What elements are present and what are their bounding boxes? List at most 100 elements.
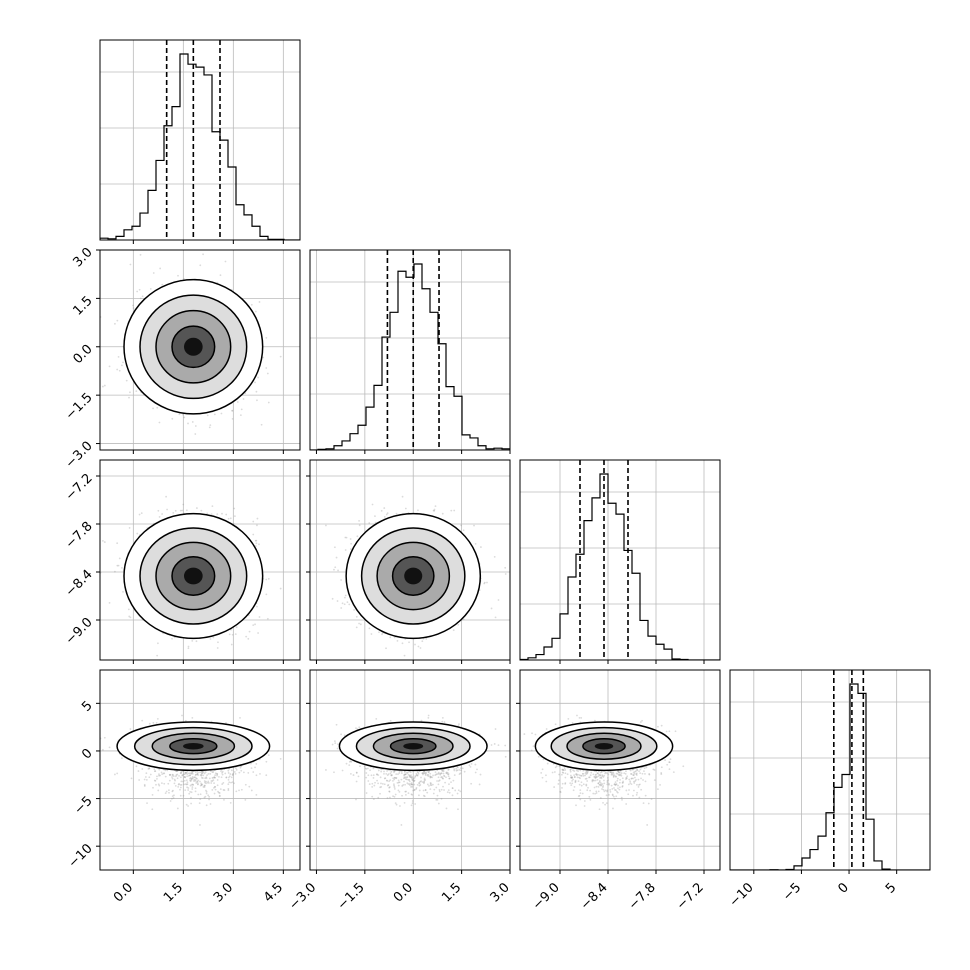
sample-point [187,647,190,650]
sample-point [135,390,138,393]
sample-point [208,426,211,429]
sample-point [128,527,131,529]
sample-point [233,507,236,510]
sample-point [122,361,124,364]
sample-point [171,637,173,640]
sample-point [116,368,119,371]
sample-point [231,409,234,412]
scatter-panel-2-0: −9.0−8.4−7.8−7.2 [63,459,309,664]
sample-point [125,379,128,382]
sample-point [158,516,161,518]
sample-point [136,290,139,293]
sample-point [257,376,259,379]
sample-point [257,632,259,634]
scatter-panel-1-0: −3.0−1.50.01.53.0 [63,245,301,472]
sample-point [140,512,143,514]
sample-point [267,577,270,580]
sample-point [139,297,142,300]
histogram-step [100,53,300,240]
sample-point [210,513,213,516]
histogram-panel-1 [309,249,511,454]
contour-level-4 [184,337,203,356]
sample-point [114,570,116,573]
sample-point [108,601,111,604]
sample-point [136,532,139,535]
sample-point [231,633,234,636]
sample-point [279,355,282,358]
sample-point [254,623,256,626]
sample-point [128,396,130,399]
sample-point [117,564,120,567]
sample-point [235,626,238,629]
histogram-step [310,263,510,450]
sample-point [152,407,154,410]
sample-point [239,414,242,417]
sample-point [116,564,119,567]
sample-point [185,509,188,512]
sample-point [265,578,268,581]
sample-point [206,512,209,515]
sample-point [219,274,222,277]
sample-point [307,576,309,578]
sample-point [177,274,179,277]
sample-point [202,253,204,256]
sample-point [250,303,253,306]
sample-point [252,624,255,627]
axes-frame [99,249,301,451]
sample-point [178,413,181,416]
sample-point [118,557,121,560]
sample-point [101,540,104,542]
sample-point [217,641,219,644]
sample-point [216,513,219,516]
histogram-panel-0 [99,39,301,244]
sample-point [132,304,134,307]
sample-point [174,509,177,512]
sample-point [199,264,202,267]
sample-point [279,587,282,590]
sample-point [129,616,132,619]
sample-point [266,617,269,620]
sample-point [255,539,258,542]
sample-point [103,541,106,543]
axes-frame [99,39,301,241]
sample-point [157,642,159,645]
sample-point [194,433,197,435]
sample-point [213,413,216,416]
sample-point [245,635,248,638]
sample-point [255,390,258,393]
sample-point [255,542,258,545]
sample-point [157,509,160,512]
sample-point [132,307,135,309]
sample-point [139,253,142,256]
sample-point [156,406,159,409]
sample-point [129,391,131,394]
sample-point [225,513,228,516]
sample-point [227,517,230,520]
sample-point [183,416,186,419]
sample-point [228,633,231,636]
sample-point [258,301,261,303]
sample-point [216,647,219,649]
sample-point [127,608,130,611]
sample-point [195,507,198,509]
sample-point [265,367,268,369]
sample-point [165,495,168,498]
sample-point [229,517,232,520]
sample-point [240,408,243,411]
y-tick-label: 0.0 [70,342,95,367]
sample-point [209,638,212,640]
sample-point [236,401,239,403]
sample-point [211,505,214,508]
sample-point [152,272,155,274]
sample-point [224,260,227,263]
sample-point [252,520,255,523]
sample-point [206,414,209,417]
sample-point [254,310,257,313]
sample-point [138,288,141,291]
sample-point [248,630,251,633]
sample-point [265,593,268,596]
sample-point [262,356,265,359]
sample-point [141,295,144,298]
sample-point [209,424,212,427]
